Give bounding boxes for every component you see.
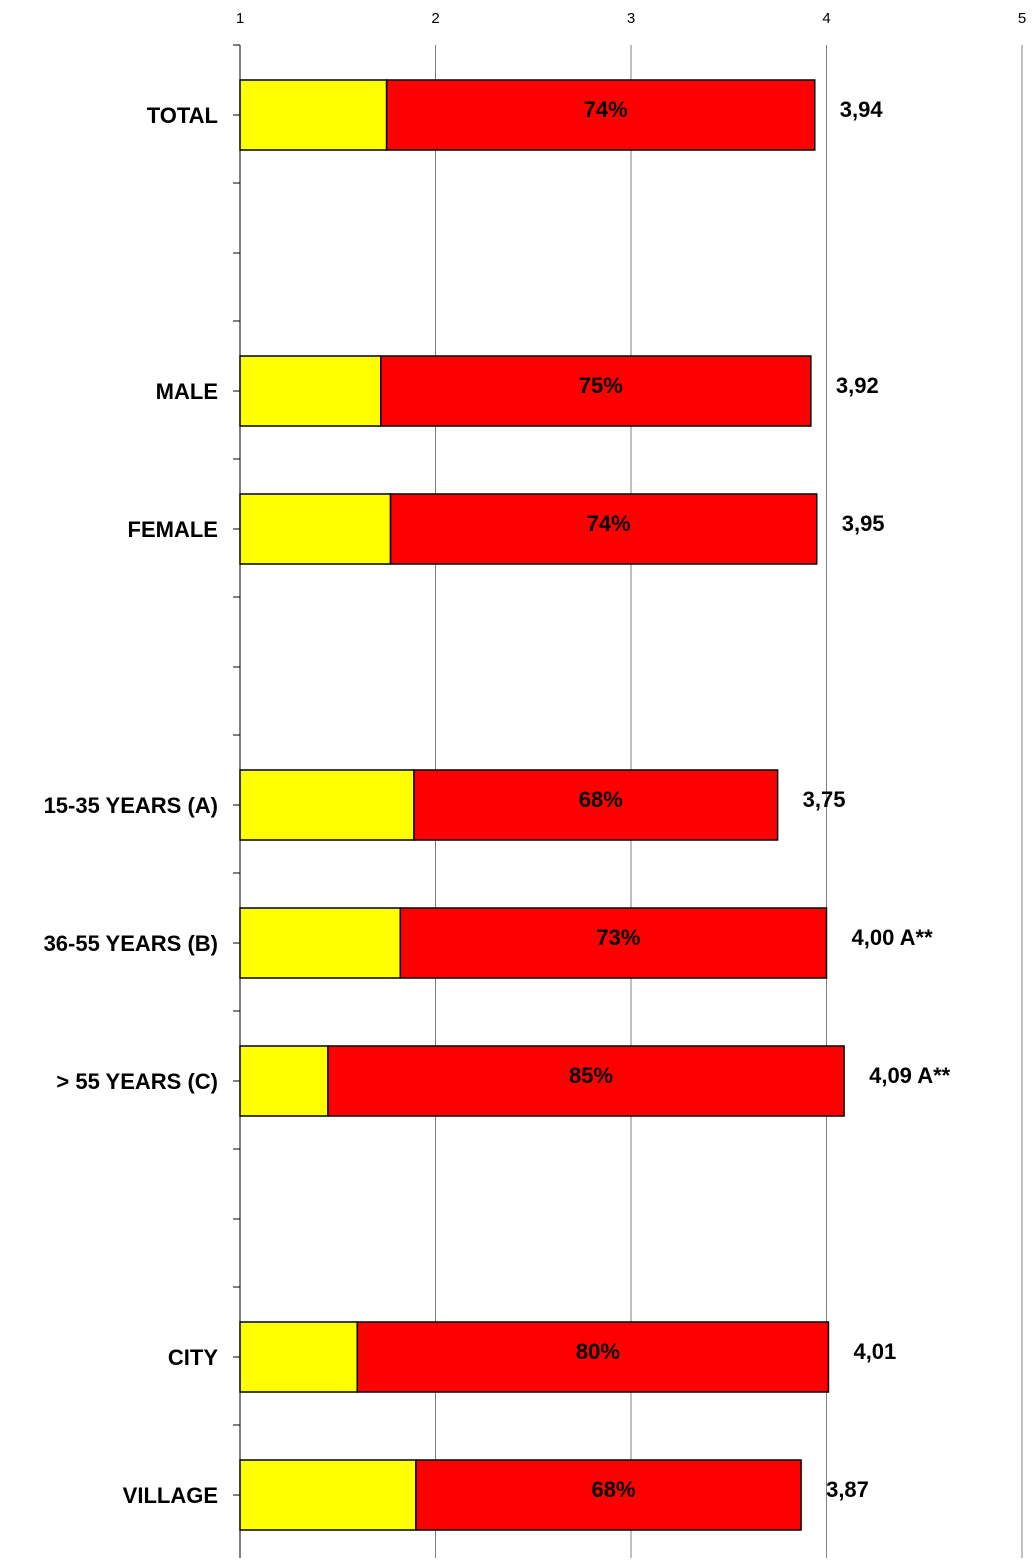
percent-label: 85% xyxy=(569,1063,613,1088)
bars xyxy=(239,79,845,1531)
category-label: VILLAGE xyxy=(123,1483,218,1508)
percent-label: 80% xyxy=(576,1339,620,1364)
percent-label: 75% xyxy=(579,373,623,398)
x-tick-label: 1 xyxy=(236,10,244,27)
x-tick-label: 4 xyxy=(822,10,830,27)
value-label: 3,92 xyxy=(836,373,879,398)
bar-segment-red xyxy=(380,355,812,427)
category-label: FEMALE xyxy=(128,517,218,542)
x-tick-label: 3 xyxy=(627,10,635,27)
category-label: CITY xyxy=(168,1345,218,1370)
x-tick-label: 2 xyxy=(431,10,439,27)
value-label: 3,75 xyxy=(803,787,846,812)
bar-segment-red xyxy=(356,1321,830,1393)
bar-segment-yellow xyxy=(239,355,382,427)
bar-segment-yellow xyxy=(239,907,402,979)
value-label: 3,94 xyxy=(840,97,884,122)
bar-segment-yellow xyxy=(239,1459,417,1531)
category-label: > 55 YEARS (C) xyxy=(56,1069,218,1094)
x-tick-label: 5 xyxy=(1018,10,1026,27)
bar-segment-red xyxy=(413,769,779,841)
bar-segment-red xyxy=(399,907,828,979)
value-label: 4,01 xyxy=(853,1339,896,1364)
bar-segment-red xyxy=(327,1045,845,1117)
bar-segment-yellow xyxy=(239,1321,359,1393)
category-label: TOTAL xyxy=(147,103,218,128)
value-label: 4,09 A** xyxy=(869,1063,951,1088)
value-label: 4,00 A** xyxy=(852,925,934,950)
value-label: 3,87 xyxy=(826,1477,869,1502)
category-label: 15-35 YEARS (A) xyxy=(44,793,218,818)
bar-segment-yellow xyxy=(239,493,392,565)
bar-segment-red xyxy=(389,493,818,565)
bar-segment-yellow xyxy=(239,79,388,151)
value-label: 3,95 xyxy=(842,511,885,536)
bar-segment-yellow xyxy=(239,769,415,841)
category-label: MALE xyxy=(156,379,218,404)
percent-label: 74% xyxy=(587,511,631,536)
bar-segment-red xyxy=(415,1459,802,1531)
bar-segment-yellow xyxy=(239,1045,329,1117)
percent-label: 74% xyxy=(584,97,628,122)
category-label: 36-55 YEARS (B) xyxy=(44,931,218,956)
percent-label: 68% xyxy=(591,1477,635,1502)
labels: 1 2 3 4 5 TOTAL 74% 3,94 MALE 75% 3,92 FEMALE 74% 3,9… xyxy=(44,10,1027,1508)
percent-label: 73% xyxy=(596,925,640,950)
bar-segment-red xyxy=(385,79,816,151)
percent-label: 68% xyxy=(579,787,623,812)
axes xyxy=(233,44,241,1558)
